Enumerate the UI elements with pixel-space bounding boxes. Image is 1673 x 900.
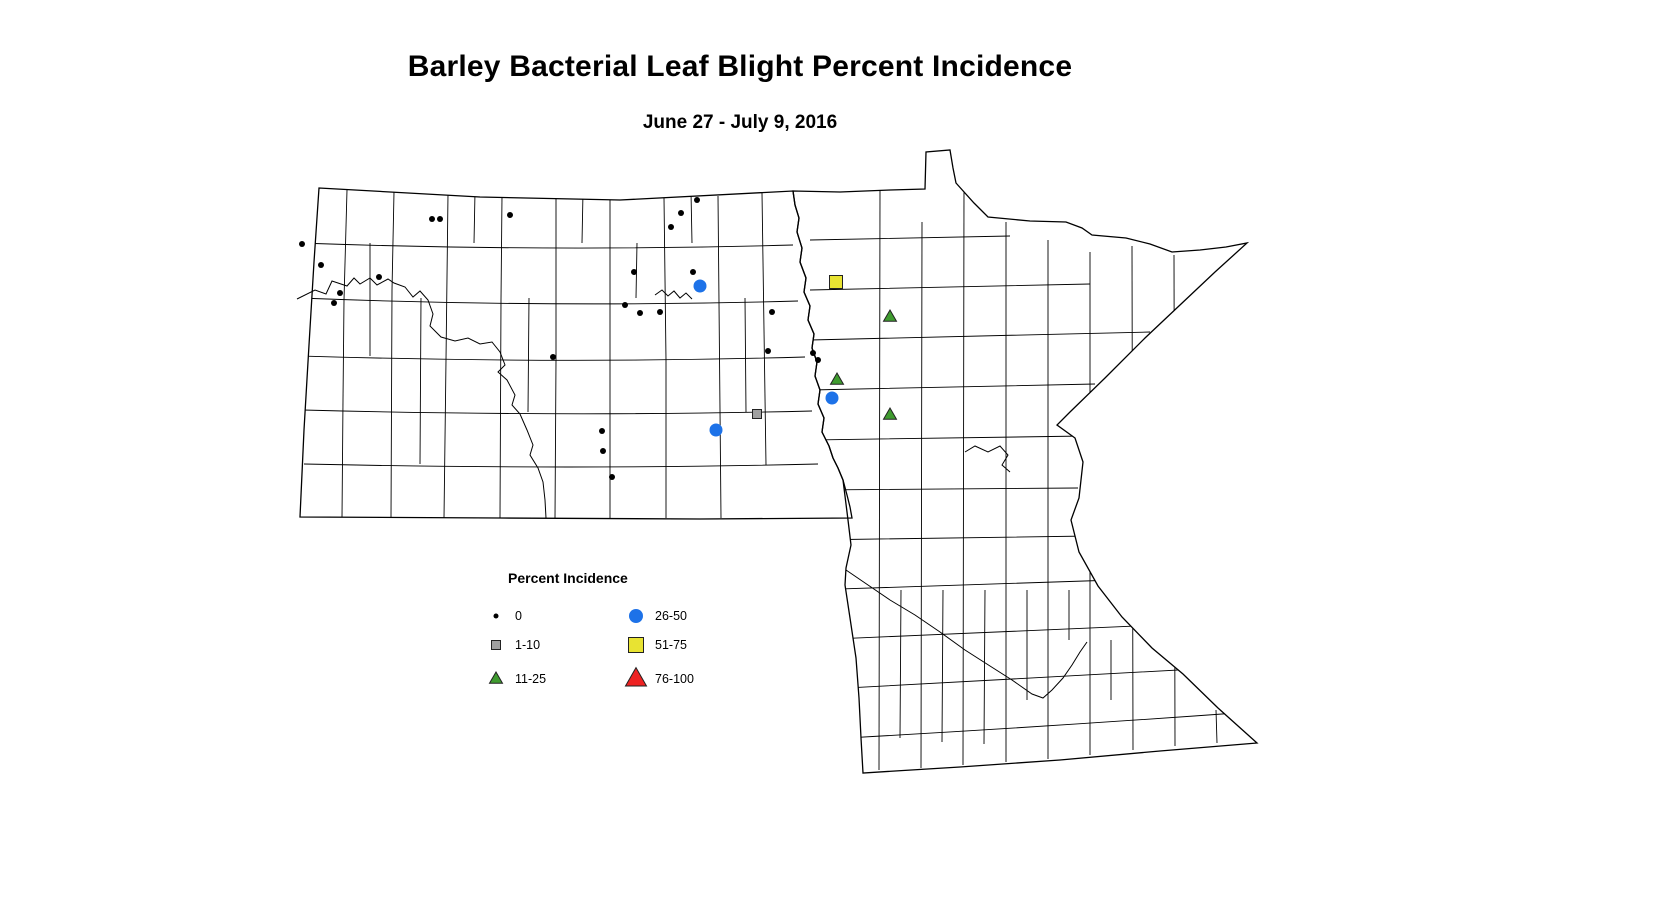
legend-label-11-25: 11-25 [515, 672, 547, 686]
marker-0 [810, 350, 816, 356]
marker-26-50 [709, 423, 723, 437]
marker-0 [599, 428, 605, 434]
legend-symbol-51-75-icon [618, 631, 654, 659]
legend-glyph-26-50 [629, 609, 643, 623]
marker-0 [690, 269, 696, 275]
marker-26-50 [693, 279, 707, 293]
marker-0 [550, 354, 556, 360]
legend-symbol-11-25-icon [478, 665, 514, 693]
marker-0 [765, 348, 771, 354]
legend-title: Percent Incidence [508, 570, 628, 586]
missouri-river [296, 277, 547, 519]
marker-11-25 [829, 371, 845, 385]
mississippi-headwaters [964, 445, 1011, 473]
legend-label-26-50: 26-50 [655, 609, 687, 623]
marker-0 [678, 210, 684, 216]
marker-0 [318, 262, 324, 268]
legend-symbol-76-100-icon [618, 665, 654, 693]
minnesota-river [845, 569, 1088, 699]
marker-0 [622, 302, 628, 308]
marker-0 [668, 224, 674, 230]
legend-glyph-76-100 [624, 666, 648, 687]
legend-symbol-1-10-icon [478, 631, 514, 659]
marker-0 [769, 309, 775, 315]
legend-label-76-100: 76-100 [655, 672, 694, 686]
marker-0 [337, 290, 343, 296]
state-outlines [299, 149, 1259, 774]
legend-glyph-1-10 [491, 640, 501, 650]
marker-0 [331, 300, 337, 306]
marker-0 [637, 310, 643, 316]
marker-0 [437, 216, 443, 222]
rivers [296, 277, 1088, 699]
marker-26-50 [825, 391, 839, 405]
legend-glyph-11-25 [488, 670, 504, 684]
marker-0 [600, 448, 606, 454]
marker-0 [429, 216, 435, 222]
marker-0 [631, 269, 637, 275]
marker-0 [507, 212, 513, 218]
marker-0 [299, 241, 305, 247]
incidence-markers [299, 197, 898, 480]
marker-1-10 [752, 409, 762, 419]
legend-label-1-10: 1-10 [515, 638, 541, 652]
marker-11-25 [882, 406, 898, 420]
marker-51-75 [829, 275, 843, 289]
minnesota-outline [792, 149, 1259, 774]
legend: Percent Incidence 0 26-50 1-10 51-75 11-… [478, 570, 778, 698]
marker-0 [657, 309, 663, 315]
legend-label-0: 0 [515, 609, 522, 623]
legend-grid: 0 26-50 1-10 51-75 11-25 76-100 [478, 602, 778, 698]
marker-0 [609, 474, 615, 480]
marker-0 [376, 274, 382, 280]
legend-label-51-75: 51-75 [655, 638, 687, 652]
legend-glyph-51-75 [628, 637, 644, 653]
nd-county-grid [300, 189, 819, 519]
marker-0 [815, 357, 821, 363]
legend-glyph-0 [493, 613, 499, 619]
legend-symbol-0-icon [478, 602, 514, 630]
mn-county-grid [809, 185, 1251, 771]
legend-symbol-26-50-icon [618, 602, 654, 630]
map-subtitle: June 27 - July 9, 2016 [642, 112, 838, 133]
map-title: Barley Bacterial Leaf Blight Percent Inc… [407, 50, 1073, 83]
devils-lake-shore [654, 289, 693, 300]
marker-0 [694, 197, 700, 203]
marker-11-25 [882, 308, 898, 322]
